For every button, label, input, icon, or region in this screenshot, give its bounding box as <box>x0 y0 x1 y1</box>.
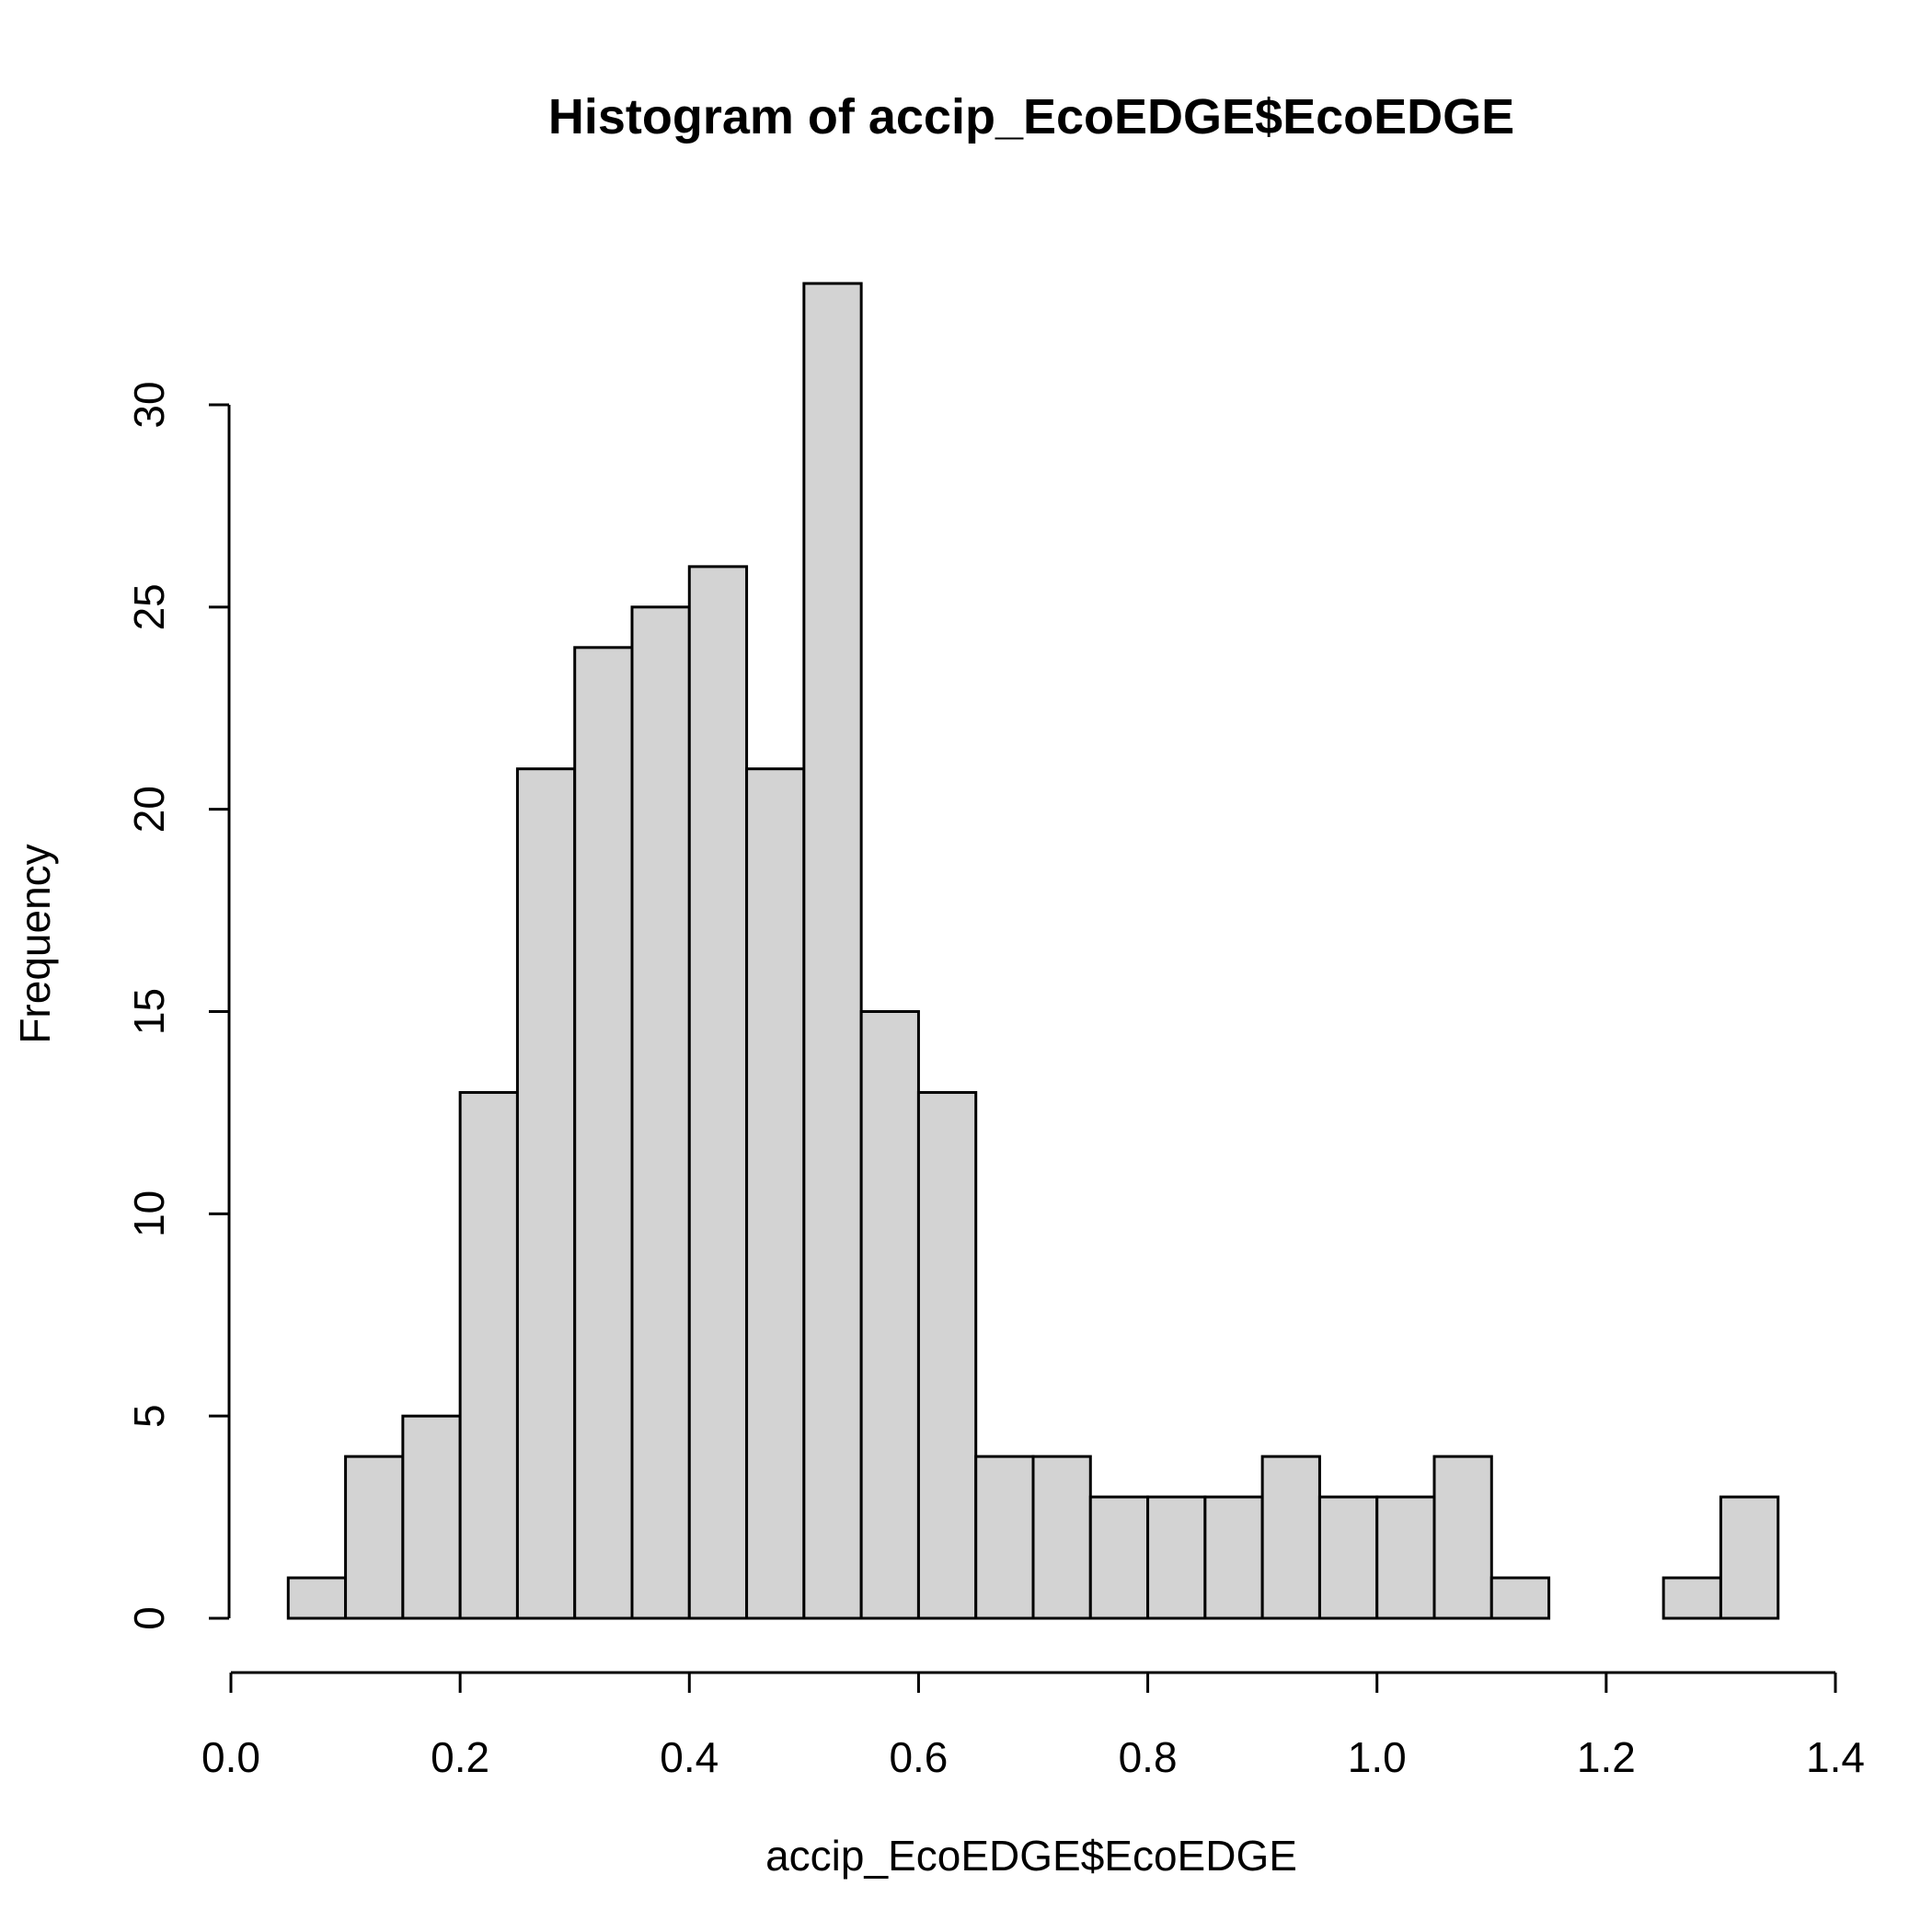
histogram-bar <box>1375 1495 1436 1620</box>
histogram-bar <box>1719 1495 1780 1620</box>
y-axis: 0 5 10 15 20 25 30 <box>125 381 231 1630</box>
histogram-bar <box>344 1455 405 1620</box>
x-tick-label: 1.4 <box>1806 1733 1865 1781</box>
y-tick-label: 25 <box>125 583 173 630</box>
histogram-bar <box>916 1090 978 1620</box>
histogram-bar <box>1489 1576 1551 1620</box>
x-tick-label: 1.2 <box>1577 1733 1636 1781</box>
y-tick-label: 20 <box>125 786 173 833</box>
histogram-bar <box>1662 1576 1722 1620</box>
y-tick-label: 5 <box>125 1404 173 1428</box>
histogram-bar <box>1031 1455 1092 1620</box>
histogram-bar <box>286 1576 348 1620</box>
x-tick-label: 0.4 <box>660 1733 719 1781</box>
y-axis-label: Frequency <box>11 844 59 1043</box>
histogram-bar <box>859 1010 920 1620</box>
histogram-bar <box>745 767 806 1620</box>
histogram-bar <box>515 767 577 1620</box>
histogram-bar <box>1432 1455 1493 1620</box>
histogram-bar <box>974 1455 1035 1620</box>
histogram-bar <box>630 605 691 1620</box>
histogram-bar <box>687 565 749 1620</box>
x-axis-label: accip_EcoEDGE$EcoEDGE <box>765 1832 1297 1880</box>
histogram-bar <box>458 1090 519 1620</box>
histogram-bar <box>1317 1495 1379 1620</box>
histogram-bar <box>401 1414 462 1620</box>
x-tick-label: 0.0 <box>201 1733 260 1781</box>
histogram-bar <box>1260 1455 1321 1620</box>
x-axis: 0.0 0.2 0.4 0.6 0.8 1.0 1.2 1.4 <box>201 1671 1865 1781</box>
histogram-bar <box>1146 1495 1207 1620</box>
histogram-bar <box>802 282 863 1620</box>
x-tick-label: 1.0 <box>1348 1733 1407 1781</box>
x-tick-label: 0.2 <box>431 1733 489 1781</box>
histogram-bar <box>1203 1495 1264 1620</box>
y-tick-label: 0 <box>125 1606 173 1630</box>
chart-title: Histogram of accip_EcoEDGE$EcoEDGE <box>548 89 1514 144</box>
y-tick-label: 15 <box>125 988 173 1035</box>
histogram-bar <box>573 646 634 1620</box>
x-tick-label: 0.8 <box>1119 1733 1178 1781</box>
y-tick-label: 30 <box>125 381 173 428</box>
x-tick-label: 0.6 <box>889 1733 948 1781</box>
histogram-bar <box>1088 1495 1150 1620</box>
y-tick-label: 10 <box>125 1190 173 1237</box>
bars-group <box>286 282 1780 1620</box>
